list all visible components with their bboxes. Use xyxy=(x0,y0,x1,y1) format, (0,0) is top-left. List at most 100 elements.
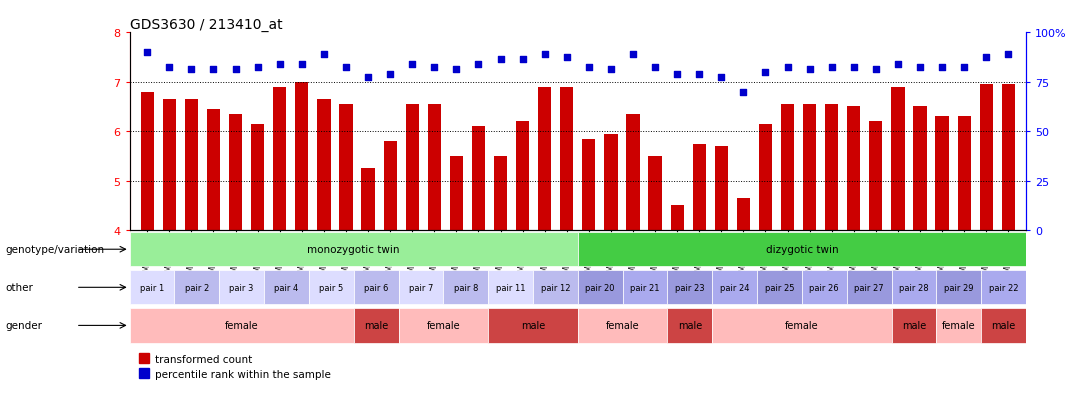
Text: monozygotic twin: monozygotic twin xyxy=(308,244,400,254)
Bar xyxy=(869,122,882,230)
Bar xyxy=(582,139,595,230)
Point xyxy=(360,74,377,81)
Point xyxy=(734,89,752,96)
Bar xyxy=(383,142,396,230)
Point xyxy=(779,64,796,71)
Text: male: male xyxy=(991,320,1015,330)
Bar xyxy=(804,104,816,230)
FancyBboxPatch shape xyxy=(534,271,578,305)
Text: dizygotic twin: dizygotic twin xyxy=(766,244,838,254)
Bar xyxy=(185,100,198,230)
FancyBboxPatch shape xyxy=(847,271,892,305)
Text: pair 28: pair 28 xyxy=(900,283,929,292)
Point xyxy=(757,69,774,76)
Point xyxy=(249,64,267,71)
Bar xyxy=(935,117,948,230)
Point xyxy=(580,64,597,71)
Point xyxy=(183,67,200,74)
FancyBboxPatch shape xyxy=(578,309,667,343)
FancyBboxPatch shape xyxy=(802,271,847,305)
FancyBboxPatch shape xyxy=(130,309,354,343)
FancyBboxPatch shape xyxy=(399,309,488,343)
Point xyxy=(404,62,421,69)
Bar xyxy=(671,206,684,230)
Bar xyxy=(362,169,375,230)
Text: pair 8: pair 8 xyxy=(454,283,478,292)
Bar xyxy=(825,104,838,230)
Bar xyxy=(318,100,330,230)
Point xyxy=(823,64,840,71)
FancyBboxPatch shape xyxy=(936,309,982,343)
Bar xyxy=(472,127,485,230)
Point xyxy=(801,67,819,74)
FancyBboxPatch shape xyxy=(265,271,309,305)
Text: other: other xyxy=(5,282,33,292)
Text: pair 24: pair 24 xyxy=(720,283,750,292)
Text: pair 2: pair 2 xyxy=(185,283,208,292)
Bar xyxy=(648,157,662,230)
FancyBboxPatch shape xyxy=(130,271,175,305)
Bar xyxy=(605,134,618,230)
Text: pair 27: pair 27 xyxy=(854,283,883,292)
FancyBboxPatch shape xyxy=(578,271,622,305)
Point xyxy=(514,57,531,64)
Text: pair 29: pair 29 xyxy=(944,283,973,292)
Bar xyxy=(538,88,551,230)
Point xyxy=(138,50,156,56)
Bar xyxy=(847,107,861,230)
Text: pair 11: pair 11 xyxy=(496,283,525,292)
Text: pair 25: pair 25 xyxy=(765,283,794,292)
Text: gender: gender xyxy=(5,320,42,330)
Bar xyxy=(251,124,265,230)
Point xyxy=(337,64,354,71)
Bar xyxy=(516,122,529,230)
Text: male: male xyxy=(521,320,545,330)
Bar xyxy=(494,157,508,230)
Bar xyxy=(715,147,728,230)
Text: female: female xyxy=(785,320,819,330)
Text: pair 5: pair 5 xyxy=(320,283,343,292)
FancyBboxPatch shape xyxy=(982,309,1026,343)
Point xyxy=(977,55,995,61)
Text: pair 4: pair 4 xyxy=(274,283,298,292)
FancyBboxPatch shape xyxy=(936,271,982,305)
Bar xyxy=(273,88,286,230)
Bar xyxy=(737,199,750,230)
Point xyxy=(690,72,707,78)
Bar xyxy=(140,93,153,230)
Text: female: female xyxy=(942,320,975,330)
Bar xyxy=(295,83,309,230)
Point xyxy=(624,52,642,59)
Text: female: female xyxy=(427,320,460,330)
Point xyxy=(315,52,333,59)
FancyBboxPatch shape xyxy=(488,271,534,305)
Bar xyxy=(406,104,419,230)
Point xyxy=(889,62,906,69)
Point xyxy=(846,64,863,71)
Text: female: female xyxy=(606,320,639,330)
Bar xyxy=(428,104,441,230)
FancyBboxPatch shape xyxy=(399,271,444,305)
Text: pair 23: pair 23 xyxy=(675,283,704,292)
Point xyxy=(713,74,730,81)
Text: pair 6: pair 6 xyxy=(364,283,389,292)
FancyBboxPatch shape xyxy=(667,309,713,343)
FancyBboxPatch shape xyxy=(757,271,802,305)
Text: pair 22: pair 22 xyxy=(989,283,1018,292)
Bar xyxy=(891,88,905,230)
FancyBboxPatch shape xyxy=(713,271,757,305)
Point xyxy=(205,67,222,74)
Point xyxy=(536,52,553,59)
FancyBboxPatch shape xyxy=(892,271,936,305)
Point xyxy=(669,72,686,78)
Bar xyxy=(781,104,794,230)
Text: pair 1: pair 1 xyxy=(140,283,164,292)
Point xyxy=(647,64,664,71)
FancyBboxPatch shape xyxy=(354,271,399,305)
Text: male: male xyxy=(678,320,702,330)
Bar xyxy=(339,104,352,230)
Text: male: male xyxy=(364,320,388,330)
Point xyxy=(381,72,399,78)
Bar xyxy=(759,124,772,230)
FancyBboxPatch shape xyxy=(309,271,354,305)
